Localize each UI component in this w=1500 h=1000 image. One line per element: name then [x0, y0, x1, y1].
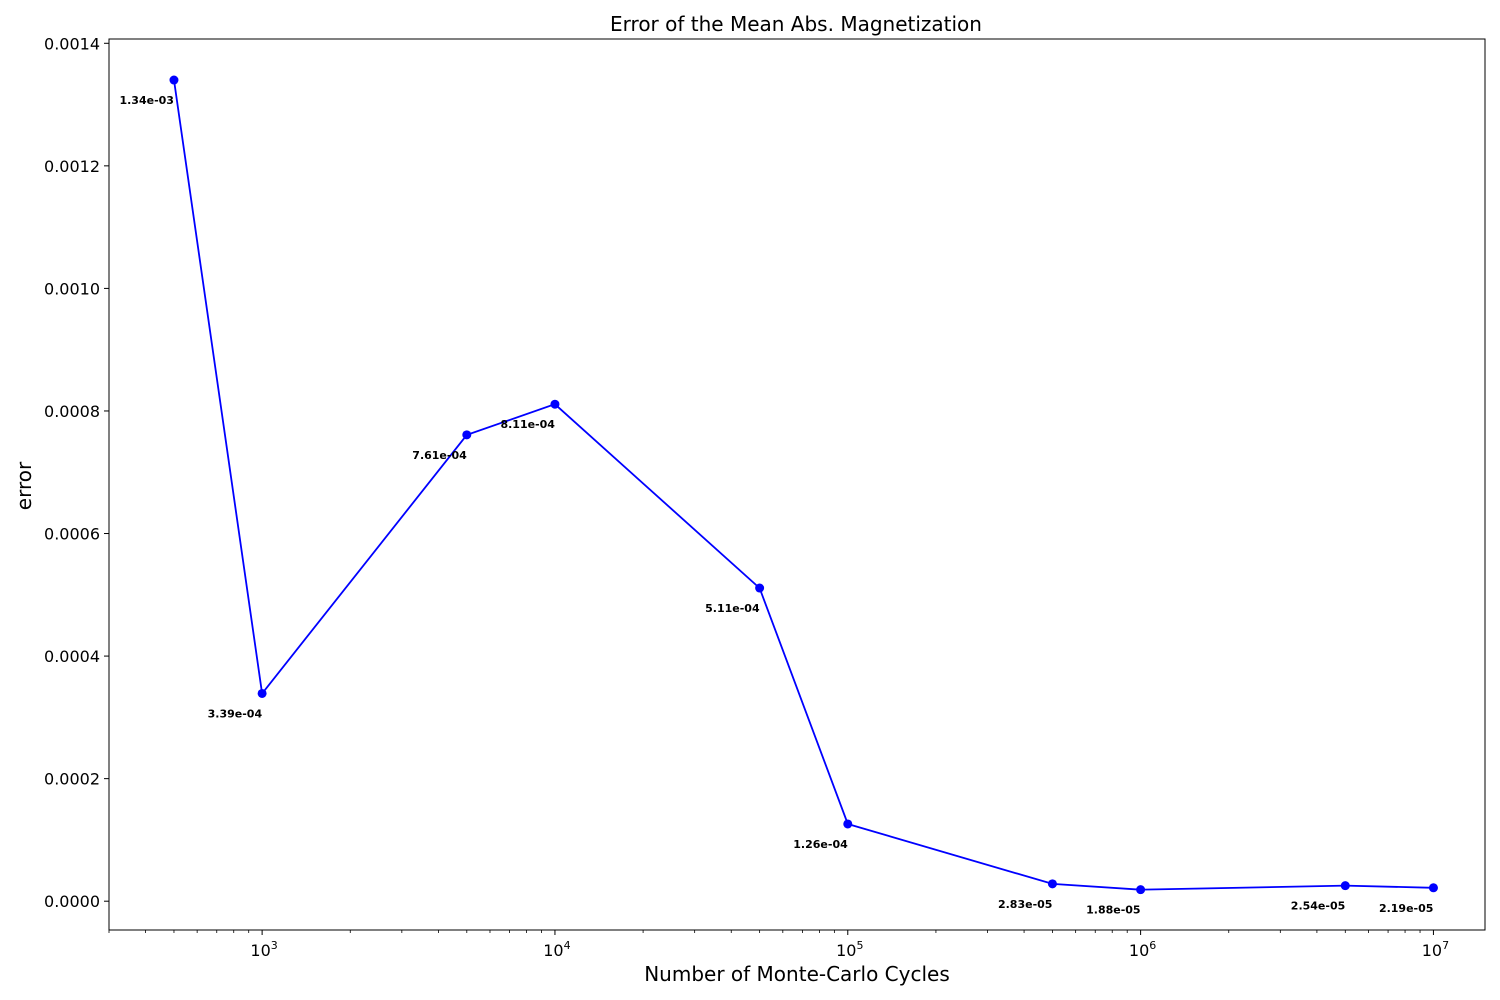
data-label: 1.88e-05 — [1086, 904, 1140, 917]
x-tick-label: 107 — [1422, 939, 1449, 960]
x-tick-exponent: 7 — [1442, 939, 1449, 952]
x-tick-exponent: 5 — [856, 939, 863, 952]
x-tick-base: 10 — [543, 941, 563, 960]
x-tick-base: 10 — [1422, 941, 1442, 960]
data-point — [1428, 883, 1438, 893]
y-axis-ticks: 0.0000 0.0002 0.0004 0.0006 0.0008 0.0010 0.00… — [44, 34, 109, 911]
data-point — [1340, 881, 1350, 891]
data-point — [843, 819, 853, 829]
x-tick-label: 106 — [1129, 939, 1156, 960]
y-tick-label: 0.0000 — [44, 892, 100, 911]
x-tick-base: 10 — [250, 941, 270, 960]
x-tick-base: 10 — [1129, 941, 1149, 960]
x-axis-label: Number of Monte-Carlo Cycles — [644, 962, 950, 986]
data-label: 1.26e-04 — [793, 838, 848, 851]
x-tick-exponent: 6 — [1149, 939, 1156, 952]
data-point — [169, 75, 179, 85]
series-layer — [169, 75, 1438, 895]
data-point — [257, 688, 267, 698]
data-label: 1.34e-03 — [119, 94, 173, 107]
data-point — [1136, 885, 1146, 895]
x-tick-label: 104 — [543, 939, 570, 960]
x-tick-exponent: 4 — [564, 939, 571, 952]
x-tick-base: 10 — [836, 941, 856, 960]
y-tick-label: 0.0008 — [44, 402, 100, 421]
data-label: 2.19e-05 — [1379, 902, 1433, 915]
y-axis-label: error — [12, 461, 36, 510]
data-point — [1047, 879, 1057, 889]
x-tick-label: 103 — [250, 939, 277, 960]
data-label: 8.11e-04 — [500, 418, 555, 431]
y-tick-label: 0.0014 — [44, 34, 100, 53]
data-label: 3.39e-04 — [208, 707, 263, 720]
data-label: 2.83e-05 — [998, 898, 1052, 911]
data-label: 5.11e-04 — [705, 602, 760, 615]
y-tick-label: 0.0004 — [44, 647, 100, 666]
series-line — [173, 79, 1434, 891]
x-axis-ticks: 103 104 105 106 107 — [108, 930, 1449, 960]
plot-frame — [108, 38, 1486, 931]
data-label: 7.61e-04 — [412, 449, 467, 462]
y-tick-label: 0.0010 — [44, 279, 100, 298]
data-point — [755, 583, 765, 593]
y-tick-label: 0.0012 — [44, 157, 100, 176]
x-tick-exponent: 3 — [271, 939, 278, 952]
chart-title: Error of the Mean Abs. Magnetization — [610, 12, 982, 36]
data-point — [550, 399, 560, 409]
data-point — [462, 430, 472, 440]
data-labels: 1.34e-03 3.39e-04 7.61e-04 8.11e-04 5.11e-04… — [119, 94, 1433, 917]
y-tick-label: 0.0002 — [44, 770, 100, 789]
data-label: 2.54e-05 — [1291, 900, 1345, 913]
y-tick-label: 0.0006 — [44, 525, 100, 544]
x-tick-label: 105 — [836, 939, 863, 960]
